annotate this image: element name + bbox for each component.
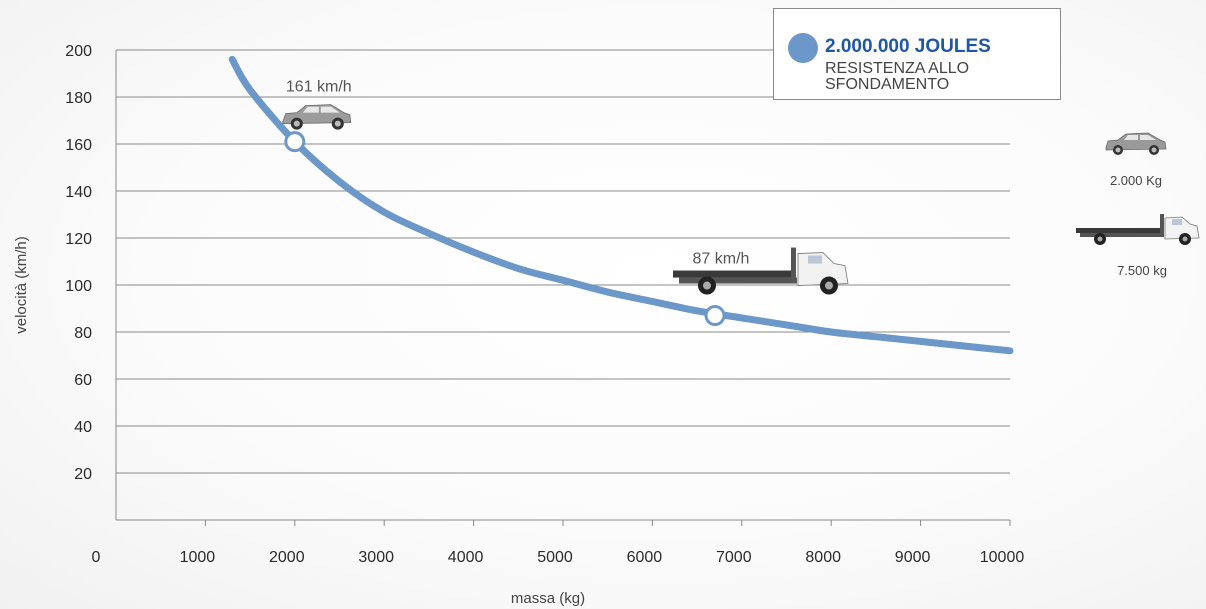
x-tick-label: 7000: [716, 549, 752, 566]
x-tick-label: 5000: [537, 549, 573, 566]
x-tick-label: 8000: [805, 549, 841, 566]
y-ticks: 20 40 60 80 100 120 140 160 180 200: [65, 43, 92, 483]
suv-car-icon: [1105, 132, 1167, 155]
legend-subtitle: RESISTENZA ALLO SFONDAMENTO: [825, 60, 970, 93]
y-tick-label: 180: [65, 90, 92, 107]
x-axis-title: massa (kg): [511, 590, 585, 607]
x-tick-label: 4000: [448, 549, 484, 566]
x-tick-label: 10000: [980, 549, 1025, 566]
side-legend-label-truck: 7.500 kg: [1117, 263, 1167, 278]
y-tick-label: 160: [65, 137, 92, 154]
x-tick-label: 1000: [180, 549, 216, 566]
data-marker: [284, 131, 306, 153]
y-tick-label: 80: [74, 325, 92, 342]
y-tick-label: 100: [65, 278, 92, 295]
series: [228, 55, 1014, 355]
marker-label: 161 km/h: [286, 79, 352, 96]
y-tick-label: 200: [65, 43, 92, 60]
x-tick-label: 0: [92, 549, 101, 566]
legend-swatch: [788, 33, 818, 63]
x-tick-label: 3000: [358, 549, 394, 566]
y-tick-label: 60: [74, 372, 92, 389]
y-tick-label: 40: [74, 419, 92, 436]
side-legend-label-car: 2.000 Kg: [1110, 173, 1162, 188]
y-axis-title: velocità (km/h): [13, 236, 30, 334]
series-line-0: [228, 55, 1014, 355]
side-legend: 2.000 Kg 7.500 kg: [1076, 132, 1200, 278]
gridlines: [116, 49, 1010, 474]
flatbed-truck-icon: [672, 247, 849, 295]
data-marker: [704, 305, 726, 327]
legend-title: 2.000.000 JOULES: [825, 36, 991, 57]
marker-label: 87 km/h: [693, 251, 750, 268]
y-tick-label: 20: [74, 466, 92, 483]
x-tick-label: 9000: [895, 549, 931, 566]
x-tick-label: 6000: [627, 549, 663, 566]
suv-car-icon: [282, 104, 352, 130]
legend-box: 2.000.000 JOULES RESISTENZA ALLO SFONDAM…: [773, 8, 1061, 100]
y-tick-label: 120: [65, 231, 92, 248]
x-tick-label: 2000: [269, 549, 305, 566]
flatbed-truck-icon: [1076, 214, 1200, 245]
x-ticks: 0 1000 2000 3000 4000 5000 6000 7000 8000 9000 100…: [92, 520, 1025, 566]
y-tick-label: 140: [65, 184, 92, 201]
markers: 161 km/h 87 km/h: [282, 79, 849, 327]
